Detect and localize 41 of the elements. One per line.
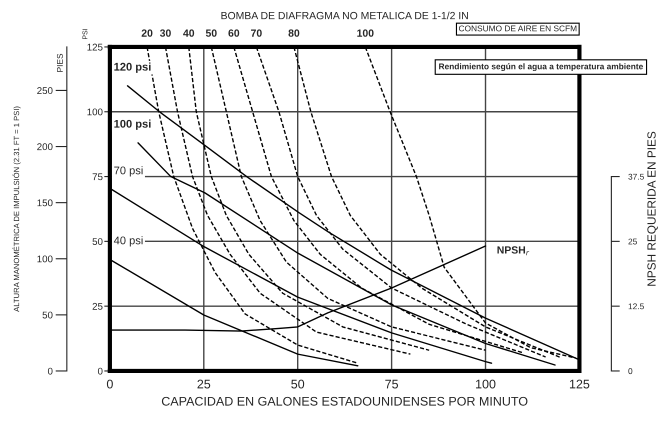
y3-tick-label: 250: [37, 87, 53, 94]
y3-tick-label: 0: [48, 368, 53, 375]
x-axis-title: CAPACIDAD EN GALONES ESTADOUNIDENSES POR MINUTO: [162, 396, 528, 406]
y3-tick-label: 200: [37, 143, 53, 150]
y2-tick-label: 12.5: [628, 303, 644, 310]
y2-tick-label: 0: [628, 368, 632, 374]
x-tick-label: 125: [570, 380, 590, 388]
y3-tick-label: 100: [37, 255, 53, 262]
text: PIES: [56, 54, 63, 72]
series-label: 80: [288, 29, 300, 37]
series-label: 30: [160, 29, 171, 37]
series-label: 50: [206, 29, 217, 37]
y2-tick-label: 25: [628, 238, 637, 244]
series-label: 100: [357, 29, 374, 37]
y3-tick-label: 150: [37, 199, 53, 206]
x-tick-label: 50: [291, 380, 304, 388]
y-tick-label: 100: [87, 108, 103, 116]
series-label: 70: [251, 29, 262, 37]
x-tick-label: 100: [476, 380, 496, 388]
y-tick-label: 75: [92, 173, 103, 180]
annotation: Rendimiento según el agua a temperatura ambiente: [439, 63, 643, 72]
x-tick-label: 0: [106, 380, 113, 388]
series-label: 100 psi: [114, 120, 151, 130]
x-tick-label: 25: [197, 380, 210, 388]
y2-tick-label: 37.5: [628, 174, 644, 180]
series-label: 40: [183, 29, 194, 37]
series-label: 40 psi: [114, 236, 143, 247]
x-tick-label: 75: [385, 380, 398, 388]
y2-axis-title: NPSH REQUERIDA EN PIES: [647, 132, 658, 286]
series-label: 120 psi: [114, 62, 151, 73]
y3-tick-label: 50: [42, 312, 53, 318]
y-tick-label: 125: [87, 44, 103, 51]
chart-title: BOMBA DE DIAFRAGMA NO METALICA DE 1-1/2 IN: [221, 12, 468, 20]
text: CONSUMO DE AIRE EN SCFM: [458, 25, 576, 32]
series-label: NPSH$_{r}$: [497, 246, 530, 256]
y-tick-label: 0: [98, 368, 103, 375]
series-label: 70 psi: [114, 166, 143, 177]
series-label: 60: [228, 29, 240, 37]
y-tick-label: 25: [92, 302, 103, 310]
y-tick-label: 50: [92, 238, 103, 245]
series-label: 20: [142, 29, 152, 37]
